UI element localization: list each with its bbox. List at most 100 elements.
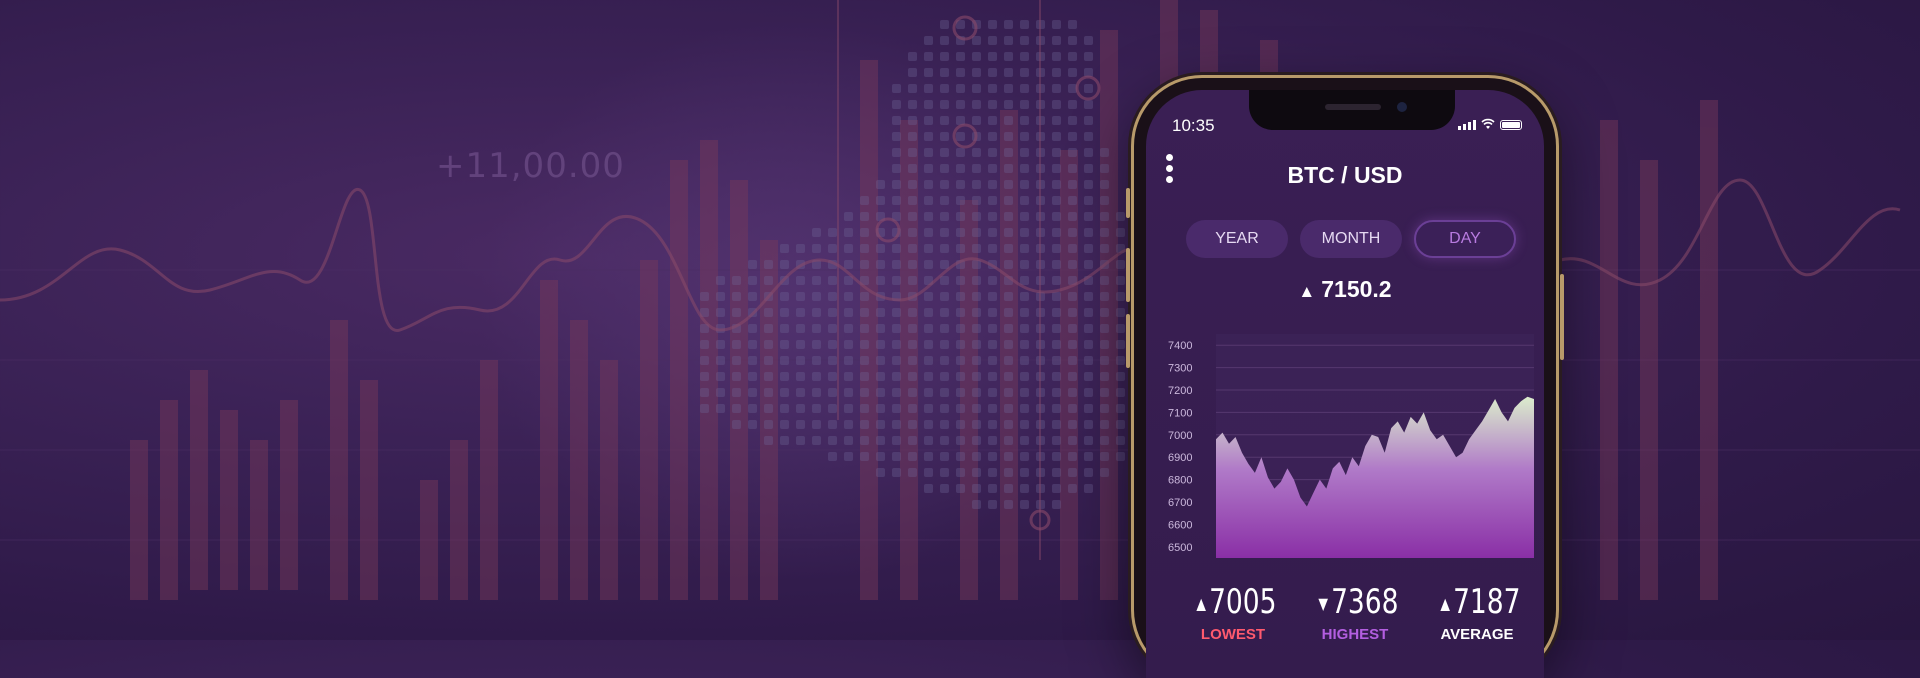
background-map-dot (844, 228, 853, 237)
background-map-dot (940, 436, 949, 445)
background-map-dot (1068, 388, 1077, 397)
background-map-dot (1052, 100, 1061, 109)
background-map-dot (1116, 356, 1125, 365)
background-map-dot (1020, 500, 1029, 509)
background-map-dot (940, 132, 949, 141)
background-map-dot (1020, 20, 1029, 29)
background-map-dot (956, 244, 965, 253)
background-map-dot (1020, 100, 1029, 109)
stat-highest-label: HIGHEST (1321, 626, 1389, 643)
background-map-dot (860, 436, 869, 445)
background-map-dot (1068, 324, 1077, 333)
background-map-dot (860, 228, 869, 237)
background-map-dot (988, 164, 997, 173)
background-map-dot (876, 276, 885, 285)
background-map-dot (1036, 164, 1045, 173)
background-map-dot (972, 148, 981, 157)
background-map-dot (1036, 500, 1045, 509)
background-candle (900, 120, 918, 600)
background-map-dot (956, 356, 965, 365)
background-map-dot (908, 388, 917, 397)
background-candle (640, 260, 658, 600)
background-chart-decoration (0, 0, 1920, 600)
background-map-dot (940, 356, 949, 365)
background-map-dot (1004, 484, 1013, 493)
background-map-dot (1052, 292, 1061, 301)
background-map-dot (1116, 452, 1125, 461)
background-map-dot (1068, 404, 1077, 413)
background-map-dot (780, 308, 789, 317)
background-map-dot (1004, 436, 1013, 445)
background-candle (540, 280, 558, 600)
background-map-dot (1052, 324, 1061, 333)
background-map-dot (844, 420, 853, 429)
background-map-dot (1004, 500, 1013, 509)
background-map-dot (940, 84, 949, 93)
background-map-dot (1020, 292, 1029, 301)
background-map-dot (796, 372, 805, 381)
status-icons (1458, 118, 1522, 130)
background-map-dot (908, 132, 917, 141)
background-map-dot (764, 404, 773, 413)
background-map-dot (908, 452, 917, 461)
background-map-dot (988, 420, 997, 429)
background-map-dot (988, 436, 997, 445)
background-map-dot (956, 436, 965, 445)
background-candle (600, 360, 618, 600)
stat-lowest-label: LOWEST (1200, 626, 1266, 643)
tab-year[interactable]: YEAR (1186, 220, 1288, 258)
background-map-dot (940, 20, 949, 29)
background-map-dot (812, 244, 821, 253)
background-map-dot (956, 372, 965, 381)
background-candle (1600, 120, 1618, 600)
background-map-dot (1004, 388, 1013, 397)
background-map-dot (828, 276, 837, 285)
up-arrow-icon: ▲ (1196, 594, 1206, 613)
background-map-dot (876, 260, 885, 269)
background-map-dot (1100, 212, 1109, 221)
background-map-dot (1020, 148, 1029, 157)
tab-month[interactable]: MONTH (1300, 220, 1402, 258)
background-map-dot (1036, 148, 1045, 157)
background-map-dot (876, 372, 885, 381)
background-map-dot (1068, 36, 1077, 45)
background-map-dot (796, 308, 805, 317)
background-map-dot (700, 356, 709, 365)
background-candle (420, 480, 438, 600)
background-map-dot (700, 324, 709, 333)
background-map-dot (1036, 116, 1045, 125)
background-map-dot (972, 500, 981, 509)
more-vertical-icon[interactable] (1166, 154, 1173, 183)
background-map-dot (1004, 420, 1013, 429)
background-map-dot (1020, 132, 1029, 141)
background-map-dot (924, 388, 933, 397)
background-map-dot (1084, 228, 1093, 237)
background-map-dot (1004, 100, 1013, 109)
background-map-dot (988, 180, 997, 189)
background-map-dot (924, 404, 933, 413)
background-map-dot (860, 292, 869, 301)
background-map-dot (1068, 84, 1077, 93)
background-map-dot (732, 292, 741, 301)
background-map-dot (1116, 212, 1125, 221)
background-map-dot (1020, 84, 1029, 93)
background-map-dot (764, 276, 773, 285)
background-map-dot (1036, 388, 1045, 397)
background-map-dot (956, 52, 965, 61)
background-map-dot (940, 484, 949, 493)
background-map-dot (780, 244, 789, 253)
background-map-dot (924, 84, 933, 93)
background-map-dot (972, 116, 981, 125)
background-map-dot (828, 292, 837, 301)
background-map-dot (844, 260, 853, 269)
tab-day[interactable]: DAY (1414, 220, 1516, 258)
background-map-dot (988, 84, 997, 93)
background-map-dot (908, 468, 917, 477)
background-map-dot (1116, 436, 1125, 445)
background-map-dot (1084, 132, 1093, 141)
background-map-dot (796, 276, 805, 285)
background-map-dot (1036, 180, 1045, 189)
background-map-dot (1084, 372, 1093, 381)
background-map-dot (1052, 244, 1061, 253)
background-map-dot (1068, 196, 1077, 205)
